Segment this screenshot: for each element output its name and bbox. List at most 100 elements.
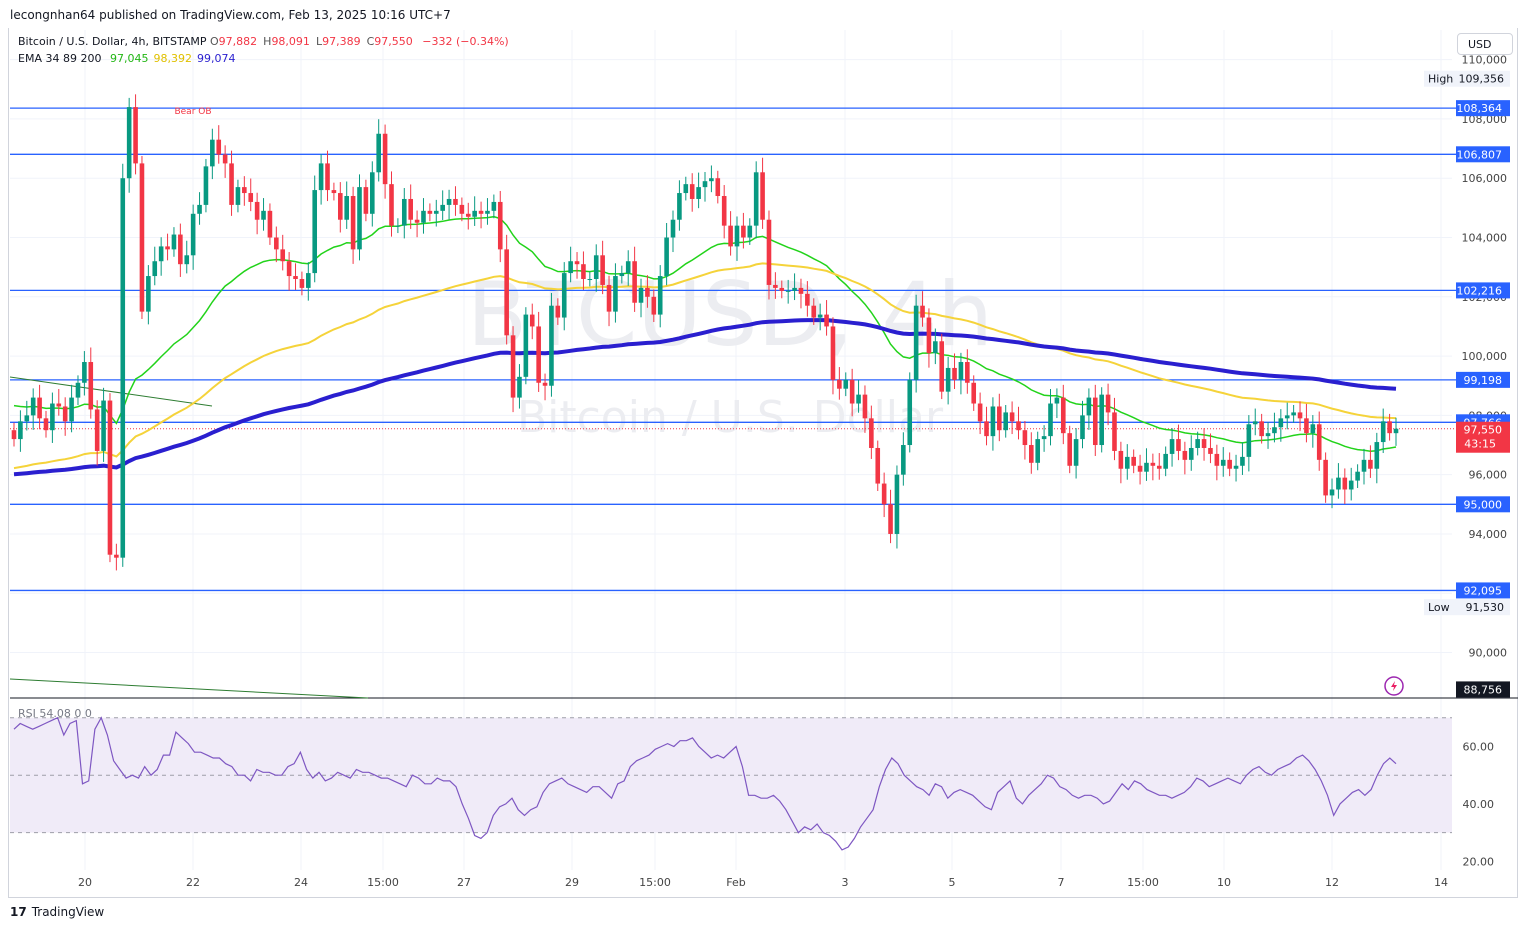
candle-body [766,219,772,285]
candle-body [1118,450,1124,469]
ema-89-line [13,262,1397,470]
trendline-lower [9,678,369,699]
candle-body [1233,465,1239,469]
high-label: High [1428,73,1453,86]
candle-body [331,190,337,194]
candle-body [1323,459,1328,496]
ohlc-key: C [366,35,375,48]
candle-body [1112,412,1117,451]
high-value: 109,356 [1459,73,1505,86]
candle-body [1329,489,1335,496]
candle-body [856,394,861,404]
candle-body [715,178,721,197]
candle-body [600,255,605,285]
candle-body [293,276,298,280]
ohlc-value: 97,550 [374,35,413,48]
candle-body [913,305,919,380]
candle-body [510,335,516,398]
candle-body [728,225,733,247]
candle-body [849,379,855,404]
candle-body [1201,439,1207,448]
candle-body [1316,424,1322,460]
level-tag [1456,371,1510,388]
candle-body [101,400,106,451]
candle-body [62,406,68,422]
candle-body [280,249,286,262]
ema-200-line [13,318,1397,477]
candle-body [1252,421,1258,425]
symbol-legend[interactable]: Bitcoin / U.S. Dollar, 4h, BITSTAMP O97,… [18,35,509,48]
candle-body [120,178,126,558]
lightning-icon[interactable] [1384,676,1404,696]
candle-body [939,341,945,392]
candle-body [817,314,823,318]
ohlc-key: H [263,35,272,48]
level-tag [1456,681,1510,698]
candle-body [785,290,791,292]
candle-body [210,139,215,167]
ohlc-value: 97,882 [218,35,258,48]
candle-body [952,367,957,380]
candle-body [805,293,810,306]
level-tag-label: 92,095 [1464,584,1503,597]
candle-body [1220,459,1226,466]
candle-body [1208,447,1213,454]
candle-body [88,362,94,410]
candle-body [242,187,247,194]
candle-body [184,255,190,265]
currency-button[interactable]: USD [1457,33,1513,55]
ema-legend[interactable]: EMA 34 89 200 97,045 98,392 99,074 [18,52,235,65]
tradingview-brand[interactable]: 17 TradingView [10,905,104,919]
candle-body [888,504,893,534]
candle-body [504,249,509,336]
candle-body [1169,439,1175,454]
candle-body [133,107,138,164]
candle-body [977,403,983,422]
candle-body [907,379,913,446]
candle-body [1361,459,1367,472]
bear-ob-label: Bear OB [174,107,211,117]
candle-body [587,279,593,281]
candle-body [286,261,292,277]
candles [11,94,1399,571]
candle-body [536,326,541,383]
candle-body [945,367,951,392]
candle-body [689,184,695,199]
candle-body [881,483,887,505]
candle-body [1009,412,1015,422]
candle-body [491,201,497,211]
chart-frame [8,28,1518,898]
rsi-tick-label: 60.00 [1463,740,1495,753]
level-tag [1456,582,1510,599]
candle-body [254,201,260,220]
price-tags: 108,364106,807102,21699,19897,76695,0009… [1424,70,1510,698]
candle-body [1105,394,1111,413]
low-value: 91,530 [1466,601,1505,614]
candle-body [94,409,100,451]
x-tick-label: 7 [1058,876,1065,889]
candle-body [158,246,164,262]
last-price-tag [1456,421,1510,453]
candle-body [395,225,401,227]
candle-body [1355,471,1360,481]
x-tick-label: 5 [949,876,956,889]
candle-body [178,234,183,265]
candle-body [613,276,618,312]
candle-body [683,184,689,194]
brand-name: TradingView [31,905,105,919]
candle-body [549,305,554,386]
y-tick-label: 110,000 [1462,54,1508,67]
candle-body [926,317,932,354]
candle-body [574,261,580,265]
candle-body [146,276,151,312]
y-tick-label: 108,000 [1462,113,1508,126]
candle-body [1240,456,1245,466]
candle-body [1150,462,1156,466]
candle-body [459,204,465,214]
candle-body [43,418,49,431]
candle-body [606,284,612,312]
ohlc-values: O97,882 H98,091 L97,389 C97,550 [210,35,419,48]
candle-body [1176,439,1181,451]
candle-body [517,376,522,398]
